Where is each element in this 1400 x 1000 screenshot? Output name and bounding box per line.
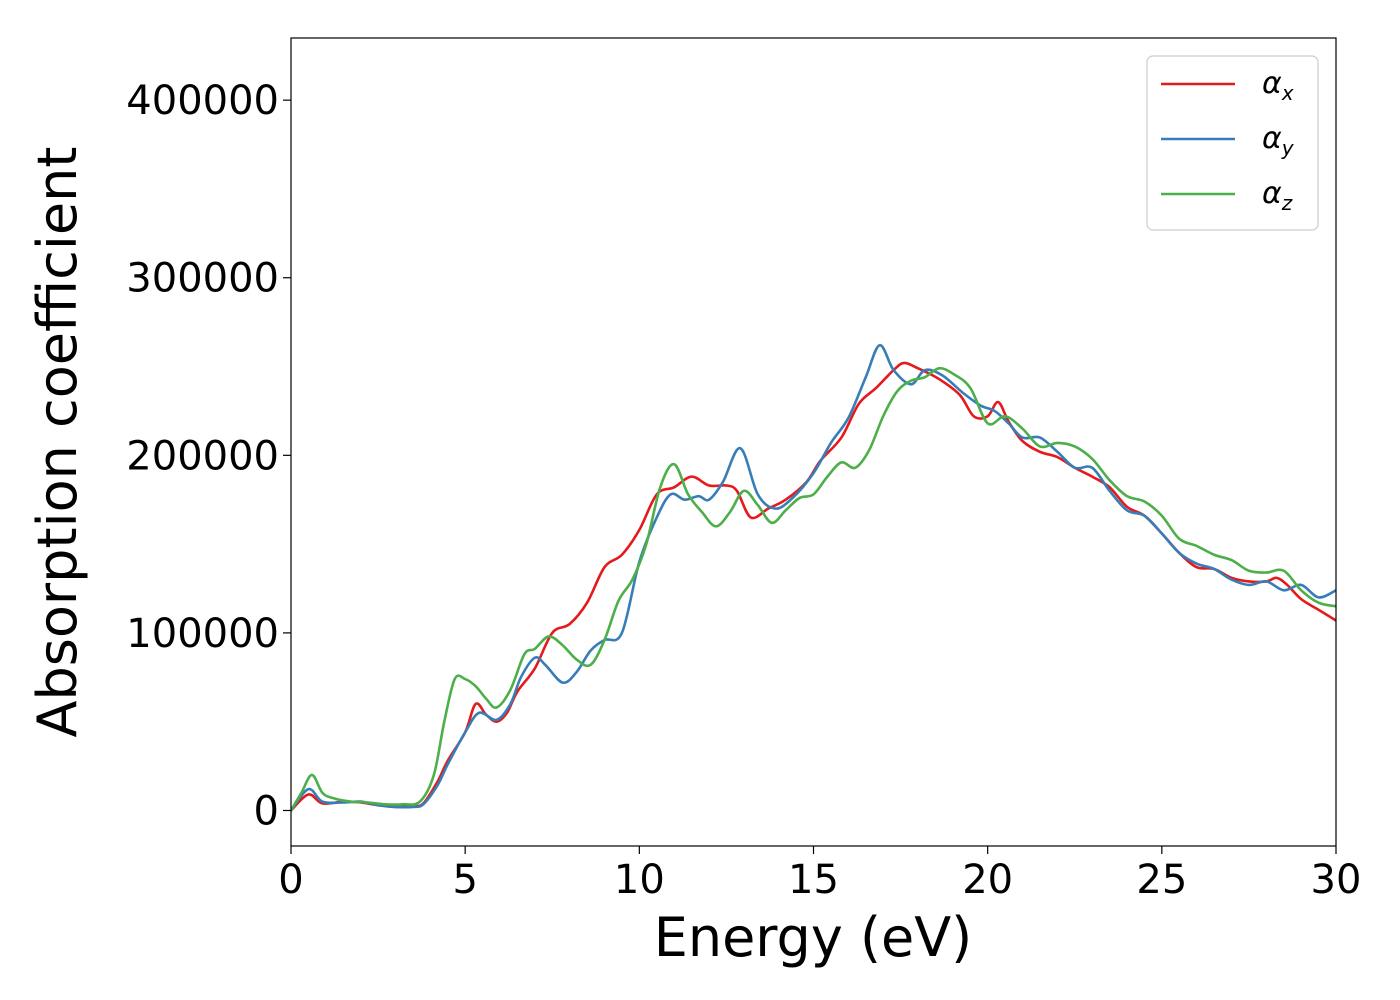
x-tick-label: 30 bbox=[1311, 857, 1362, 903]
x-tick-label: 10 bbox=[614, 857, 665, 903]
legend-box bbox=[1146, 55, 1319, 231]
y-axis: 0 100000 200000 300000 400000 bbox=[126, 78, 291, 834]
legend-label-y: αy bbox=[1262, 121, 1295, 160]
y-tick-label: 400000 bbox=[126, 78, 279, 124]
y-tick-label: 300000 bbox=[126, 256, 279, 302]
y-axis-label: Absorption coefficient bbox=[26, 147, 89, 738]
series-layer bbox=[291, 343, 1336, 812]
legend-label-z: αz bbox=[1262, 176, 1293, 215]
legend-label-x: αx bbox=[1262, 66, 1294, 105]
x-tick-label: 25 bbox=[1136, 857, 1187, 903]
x-tick-label: 15 bbox=[788, 857, 839, 903]
x-tick-label: 20 bbox=[962, 857, 1013, 903]
x-axis-label: Energy (eV) bbox=[654, 906, 973, 969]
x-axis: 0 5 10 15 20 25 30 bbox=[278, 846, 1361, 903]
series-line-z bbox=[291, 366, 1336, 812]
legend: αx αy αz bbox=[1146, 55, 1319, 231]
y-tick-label: 0 bbox=[254, 788, 279, 834]
x-tick-label: 0 bbox=[278, 857, 303, 903]
x-tick-label: 5 bbox=[452, 857, 477, 903]
y-tick-label: 100000 bbox=[126, 611, 279, 657]
y-tick-label: 200000 bbox=[126, 433, 279, 479]
series-line-y bbox=[291, 343, 1336, 812]
